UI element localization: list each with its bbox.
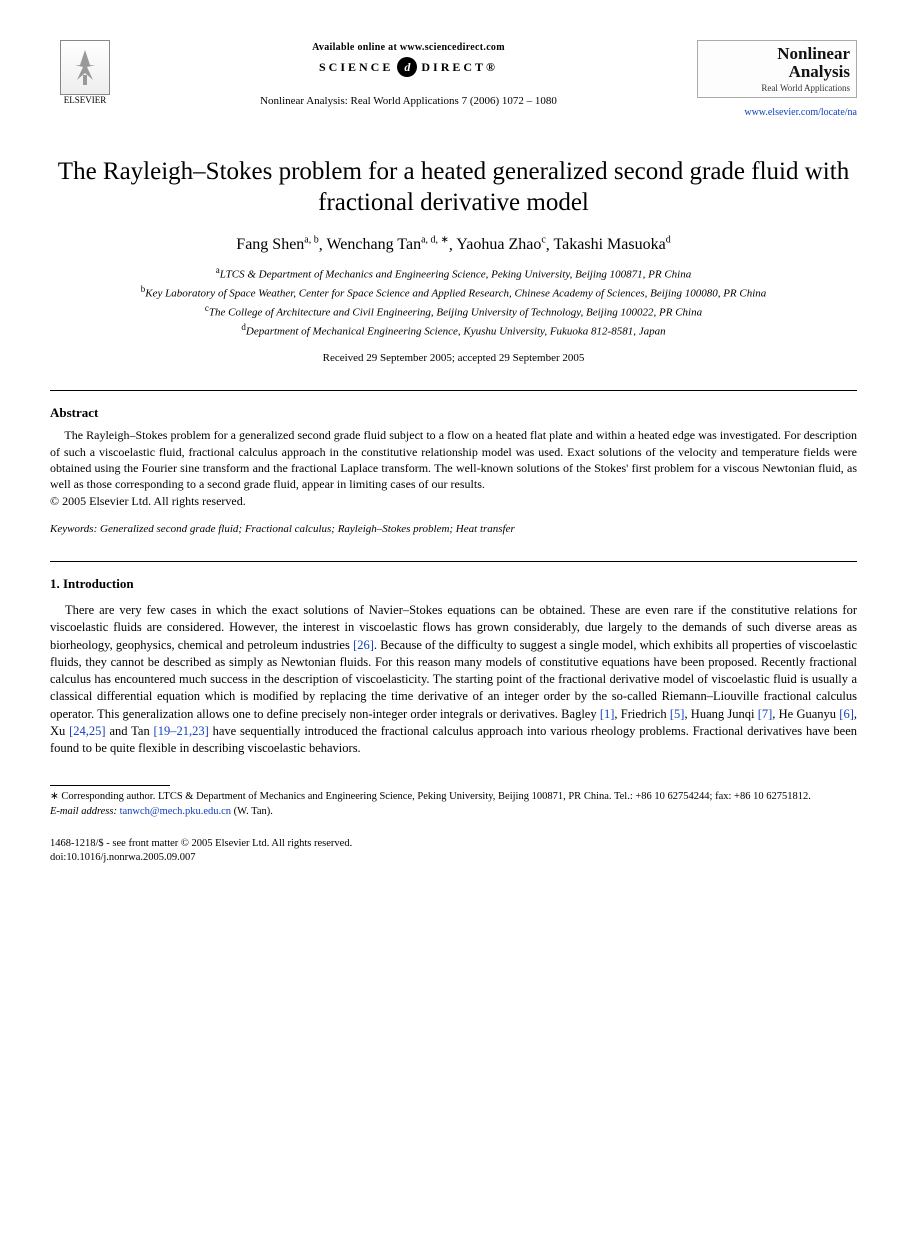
affiliations: aLTCS & Department of Mechanics and Engi… — [50, 264, 857, 341]
author: Fang Shena, b — [236, 236, 318, 253]
affil-text: LTCS & Department of Mechanics and Engin… — [220, 268, 691, 280]
journal-box: Nonlinear Analysis Real World Applicatio… — [697, 40, 857, 98]
abstract-heading: Abstract — [50, 405, 857, 421]
journal-reference: Nonlinear Analysis: Real World Applicati… — [120, 95, 697, 107]
keywords-text: Generalized second grade fluid; Fraction… — [100, 523, 515, 535]
citation-link[interactable]: [26] — [353, 638, 374, 652]
affil-text: Key Laboratory of Space Weather, Center … — [145, 288, 766, 300]
author-marks: d — [666, 235, 671, 246]
body-text: and Tan — [106, 724, 154, 738]
citation-link[interactable]: [5] — [670, 707, 685, 721]
center-header: Available online at www.sciencedirect.co… — [120, 40, 697, 107]
body-text: , Huang Junqi — [684, 707, 757, 721]
body-text: , Friedrich — [614, 707, 669, 721]
keywords-line: Keywords: Generalized second grade fluid… — [50, 523, 857, 535]
footnote-rule — [50, 785, 170, 786]
journal-name-line1: Nonlinear — [704, 45, 850, 63]
author-marks: c — [541, 235, 545, 246]
author-name: Wenchang Tan — [326, 236, 421, 253]
section-heading: 1. Introduction — [50, 576, 857, 592]
footnote-email-line: E-mail address: tanwch@mech.pku.edu.cn (… — [50, 805, 857, 819]
journal-tagline: Real World Applications — [704, 83, 850, 93]
sd-left: SCIENCE — [319, 60, 393, 75]
elsevier-tree-icon — [60, 40, 110, 95]
article-title: The Rayleigh–Stokes problem for a heated… — [50, 156, 857, 219]
article-dates: Received 29 September 2005; accepted 29 … — [50, 352, 857, 364]
affiliation: bKey Laboratory of Space Weather, Center… — [50, 283, 857, 302]
citation-link[interactable]: [19–21,23] — [154, 724, 209, 738]
citation-link[interactable]: [1] — [600, 707, 615, 721]
available-online-text: Available online at www.sciencedirect.co… — [120, 42, 697, 53]
page-footer: 1468-1218/$ - see front matter © 2005 El… — [50, 837, 857, 865]
author-name: Fang Shen — [236, 236, 304, 253]
rule-below-abstract — [50, 561, 857, 562]
author: Takashi Masuokad — [554, 236, 671, 253]
affil-text: Department of Mechanical Engineering Sci… — [246, 326, 666, 338]
authors-line: Fang Shena, b, Wenchang Tana, d, ∗, Yaoh… — [50, 235, 857, 254]
publisher-logo: ELSEVIER — [50, 40, 120, 120]
affiliation: cThe College of Architecture and Civil E… — [50, 302, 857, 321]
sd-badge-icon: d — [397, 57, 417, 77]
keywords-label: Keywords: — [50, 523, 97, 535]
journal-name-line2: Analysis — [704, 63, 850, 81]
body-text: , He Guanyu — [772, 707, 839, 721]
email-who: (W. Tan). — [234, 806, 273, 817]
intro-paragraph: There are very few cases in which the ex… — [50, 602, 857, 757]
author-marks: a, d, ∗ — [421, 235, 449, 246]
affiliation: aLTCS & Department of Mechanics and Engi… — [50, 264, 857, 283]
author-name: Yaohua Zhao — [456, 236, 541, 253]
abstract-copyright: © 2005 Elsevier Ltd. All rights reserved… — [50, 494, 857, 509]
corresponding-author-footnote: ∗ Corresponding author. LTCS & Departmen… — [50, 790, 857, 818]
author: Wenchang Tana, d, ∗ — [326, 236, 448, 253]
affiliation: dDepartment of Mechanical Engineering Sc… — [50, 321, 857, 340]
footer-issn: 1468-1218/$ - see front matter © 2005 El… — [50, 837, 857, 851]
journal-url-link[interactable]: www.elsevier.com/locate/na — [744, 107, 857, 118]
email-label: E-mail address: — [50, 806, 117, 817]
citation-link[interactable]: [24,25] — [69, 724, 105, 738]
page-header: ELSEVIER Available online at www.science… — [50, 40, 857, 120]
sd-right: DIRECT® — [421, 60, 498, 75]
affil-text: The College of Architecture and Civil En… — [209, 307, 702, 319]
citation-link[interactable]: [6] — [839, 707, 854, 721]
abstract-body: The Rayleigh–Stokes problem for a genera… — [50, 427, 857, 492]
rule-above-abstract — [50, 390, 857, 391]
journal-logo-block: Nonlinear Analysis Real World Applicatio… — [697, 40, 857, 120]
email-link[interactable]: tanwch@mech.pku.edu.cn — [120, 806, 231, 817]
author: Yaohua Zhaoc — [456, 236, 545, 253]
sciencedirect-logo: SCIENCE d DIRECT® — [120, 57, 697, 77]
footnote-corr: ∗ Corresponding author. LTCS & Departmen… — [50, 790, 857, 804]
author-marks: a, b — [304, 235, 318, 246]
publisher-name: ELSEVIER — [64, 95, 107, 105]
footer-doi: doi:10.1016/j.nonrwa.2005.09.007 — [50, 851, 857, 865]
author-name: Takashi Masuoka — [554, 236, 666, 253]
citation-link[interactable]: [7] — [758, 707, 773, 721]
